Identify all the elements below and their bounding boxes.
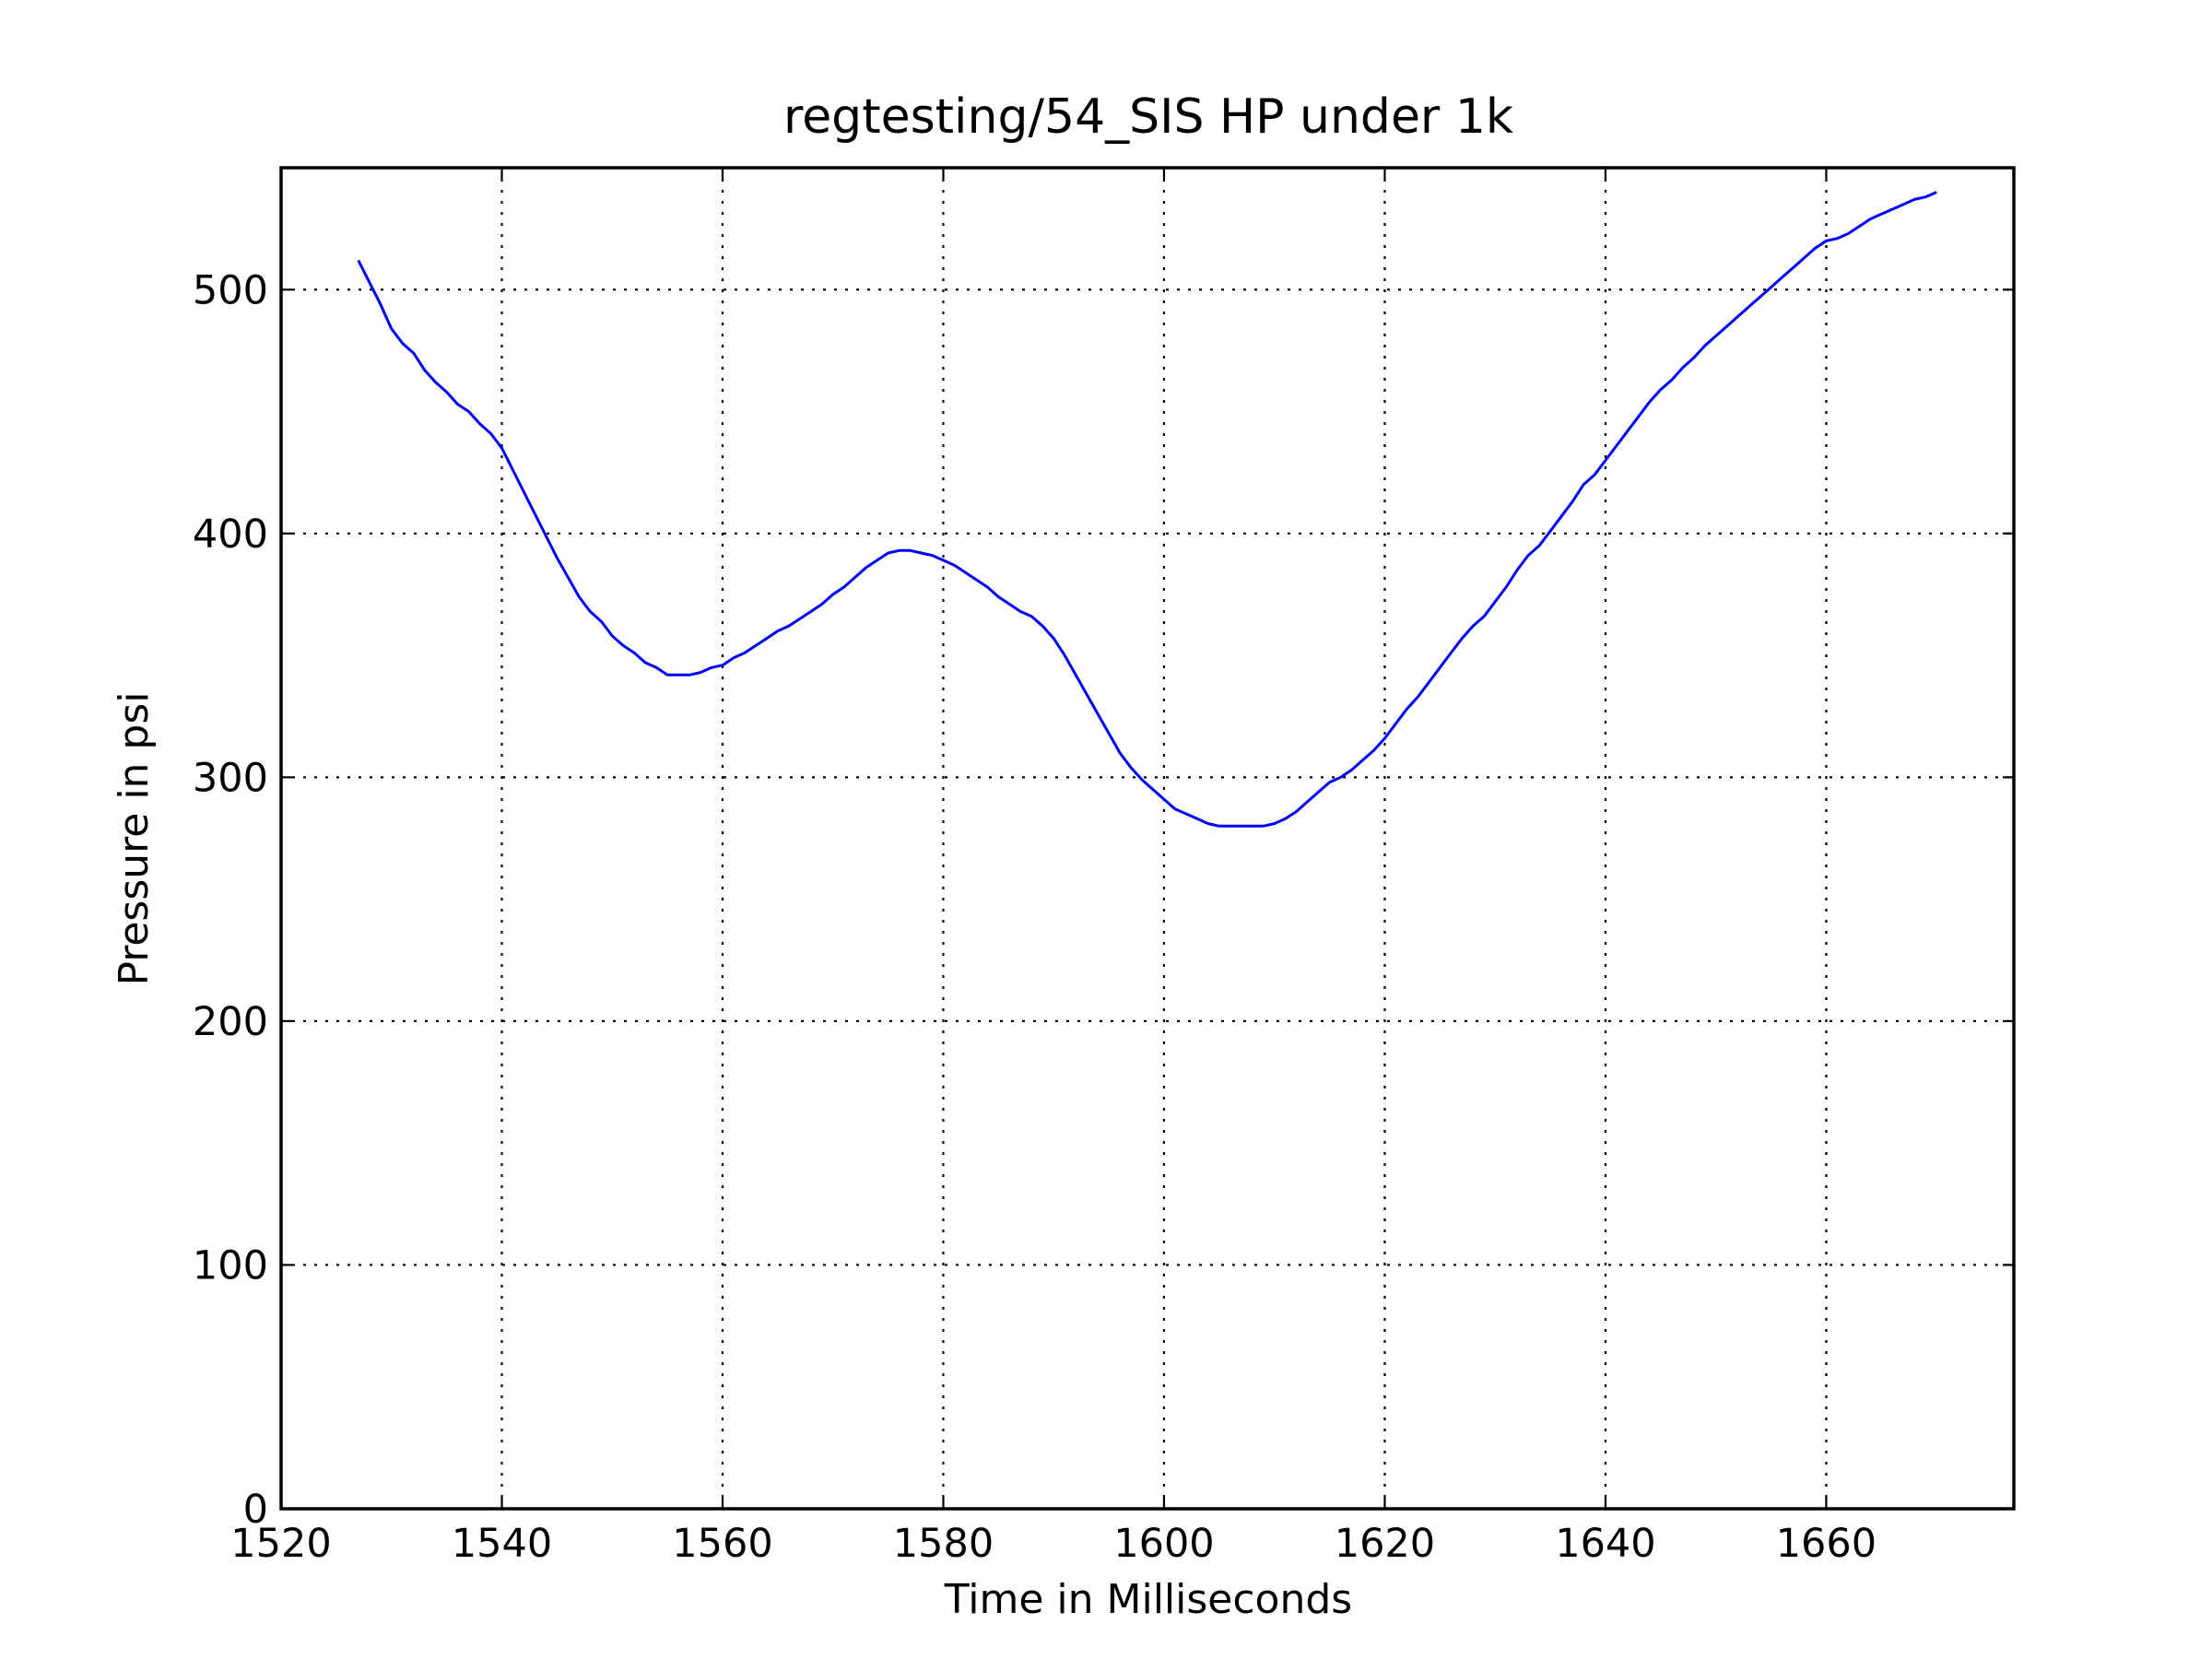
axis-ticks bbox=[279, 168, 2014, 1511]
y-tick-label: 100 bbox=[193, 1242, 268, 1288]
grid-lines bbox=[281, 168, 2014, 1509]
chart-title: regtesting/54_SIS HP under 1k bbox=[783, 89, 1513, 145]
tick-labels: 1520 1540 1560 1580 1600 1620 1640 1660 0 100 200 3… bbox=[193, 267, 1877, 1567]
x-tick-label: 1660 bbox=[1776, 1521, 1877, 1567]
x-tick-label: 1540 bbox=[452, 1521, 552, 1567]
x-axis-label: Time in Milliseconds bbox=[944, 1576, 1352, 1623]
y-tick-label: 400 bbox=[193, 512, 268, 558]
x-tick-label: 1520 bbox=[230, 1521, 331, 1567]
x-tick-label: 1620 bbox=[1335, 1521, 1435, 1567]
data-series bbox=[357, 191, 1937, 828]
y-tick-label: 500 bbox=[193, 267, 268, 313]
y-tick-label: 300 bbox=[193, 755, 268, 801]
y-axis-label: Pressure in psi bbox=[111, 691, 158, 985]
x-tick-label: 1640 bbox=[1555, 1521, 1655, 1567]
y-tick-label: 200 bbox=[193, 999, 268, 1045]
plot-frame bbox=[279, 166, 2016, 1511]
y-tick-label: 0 bbox=[243, 1487, 268, 1533]
x-tick-label: 1580 bbox=[893, 1521, 994, 1567]
x-tick-label: 1600 bbox=[1113, 1521, 1214, 1567]
x-tick-label: 1560 bbox=[672, 1521, 772, 1567]
series-line bbox=[357, 191, 1937, 828]
